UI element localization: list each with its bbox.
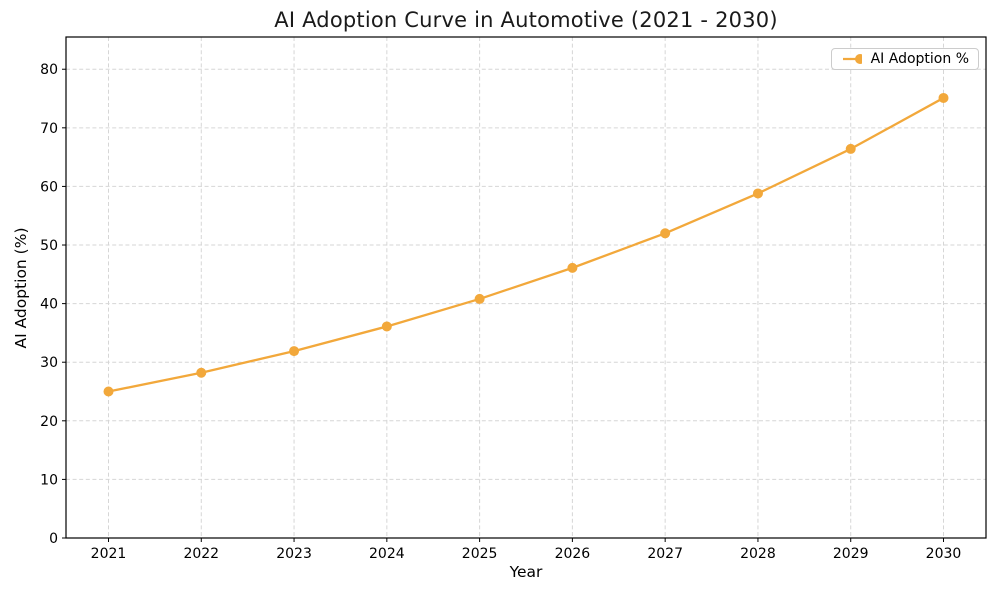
x-tick-label: 2029 bbox=[833, 546, 869, 562]
legend-marker bbox=[855, 54, 862, 64]
chart-title: AI Adoption Curve in Automotive (2021 - … bbox=[274, 8, 778, 32]
x-tick-label: 2022 bbox=[183, 546, 219, 562]
x-tick-label: 2026 bbox=[555, 546, 591, 562]
y-tick-label: 60 bbox=[40, 179, 58, 195]
x-tick-label: 2023 bbox=[276, 546, 312, 562]
legend: AI Adoption % bbox=[831, 48, 979, 70]
series-line bbox=[107, 96, 945, 393]
x-tick-label: 2025 bbox=[462, 546, 498, 562]
legend-swatch bbox=[843, 54, 862, 64]
data-point-2027 bbox=[660, 228, 671, 239]
data-point-2024 bbox=[381, 321, 392, 332]
y-tick-label: 40 bbox=[40, 297, 58, 313]
y-tick-label: 10 bbox=[40, 472, 58, 488]
plot-border bbox=[65, 36, 987, 539]
legend-label: AI Adoption % bbox=[870, 51, 969, 67]
data-point-2021 bbox=[103, 386, 114, 397]
data-point-2028 bbox=[752, 188, 763, 199]
y-tick-label: 80 bbox=[40, 62, 58, 78]
y-tick-label: 20 bbox=[40, 414, 58, 430]
y-axis-label: AI Adoption (%) bbox=[12, 227, 30, 349]
y-tick-label: 70 bbox=[40, 121, 58, 137]
data-point-2025 bbox=[474, 293, 485, 304]
data-point-2029 bbox=[845, 143, 856, 154]
data-point-2026 bbox=[567, 262, 578, 273]
x-axis-label: Year bbox=[509, 563, 543, 581]
x-tick-label: 2028 bbox=[740, 546, 776, 562]
x-tick-label: 2024 bbox=[369, 546, 405, 562]
data-point-2030 bbox=[938, 92, 949, 103]
y-tick-label: 30 bbox=[40, 355, 58, 371]
y-tick-label: 0 bbox=[49, 531, 58, 547]
x-tick-label: 2021 bbox=[91, 546, 127, 562]
x-tick-label: 2027 bbox=[647, 546, 683, 562]
x-tick-label: 2030 bbox=[926, 546, 962, 562]
y-tick-label: 50 bbox=[40, 238, 58, 254]
data-point-2023 bbox=[289, 346, 300, 357]
data-point-2022 bbox=[196, 367, 207, 378]
